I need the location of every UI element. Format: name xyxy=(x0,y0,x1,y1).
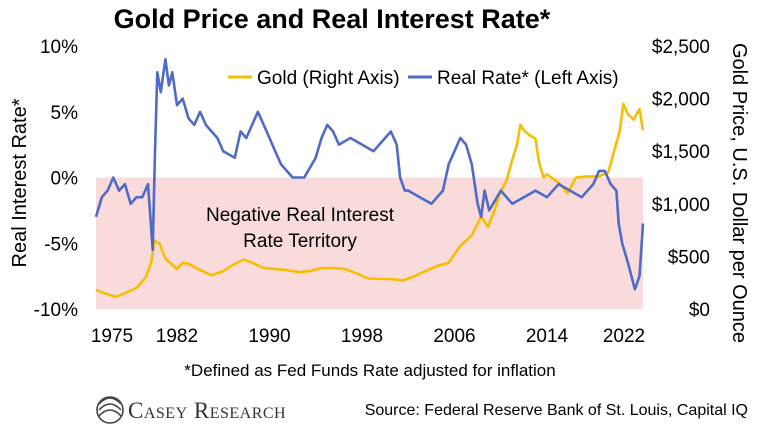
x-tick-label: 2014 xyxy=(526,326,569,347)
right-axis-ticks: $0 $500 $1,000 $1,500 $2,000 $2,500 xyxy=(652,37,710,321)
source-note: Source: Federal Reserve Bank of St. Loui… xyxy=(365,402,748,419)
legend-gold-label: Gold (Right Axis) xyxy=(257,68,400,89)
negative-rate-annotation: Negative Real Interest Rate Territory xyxy=(206,205,395,252)
left-tick-label: -5% xyxy=(44,234,78,255)
x-tick-label: 2006 xyxy=(433,326,475,347)
left-tick-label: 5% xyxy=(51,103,79,124)
right-tick-label: $500 xyxy=(668,247,710,268)
left-tick-label: -10% xyxy=(34,300,78,321)
negative-rate-region xyxy=(96,177,643,309)
x-tick-label: 1990 xyxy=(248,326,290,347)
left-axis-ticks: -10% -5% 0% 5% 10% xyxy=(34,37,78,321)
series-layer xyxy=(94,57,645,299)
real-rate-line xyxy=(94,57,645,291)
x-tick-label: 2022 xyxy=(603,326,645,347)
x-tick-label: 1975 xyxy=(91,326,133,347)
annotation-line-2: Rate Territory xyxy=(243,231,357,252)
x-axis-ticks: 1975 1982 1990 1998 2006 2014 2022 xyxy=(91,326,645,347)
x-tick-label: 1998 xyxy=(341,326,383,347)
legend-real-rate-label: Real Rate* (Left Axis) xyxy=(437,68,619,89)
annotation-line-1: Negative Real Interest xyxy=(206,205,395,226)
right-tick-label: $0 xyxy=(689,300,710,321)
right-tick-label: $2,500 xyxy=(652,37,710,58)
right-tick-label: $1,000 xyxy=(652,195,710,216)
footnote: *Defined as Fed Funds Rate adjusted for … xyxy=(184,361,555,380)
x-tick-label: 1982 xyxy=(156,326,198,347)
left-axis-label: Real Interest Rate* xyxy=(9,98,31,267)
legend: Gold (Right Axis) Real Rate* (Left Axis) xyxy=(228,68,619,89)
right-tick-label: $1,500 xyxy=(652,142,710,163)
chart-title: Gold Price and Real Interest Rate* xyxy=(114,4,551,34)
right-tick-label: $2,000 xyxy=(652,90,710,111)
left-tick-label: 10% xyxy=(40,37,78,58)
casey-research-logo: Casey Research xyxy=(96,396,286,424)
left-tick-label: 0% xyxy=(51,169,79,190)
right-axis-label: Gold Price, U.S. Dollar per Ounce xyxy=(728,43,750,343)
brand-name: Casey Research xyxy=(128,398,286,423)
swirl-icon xyxy=(96,396,124,424)
